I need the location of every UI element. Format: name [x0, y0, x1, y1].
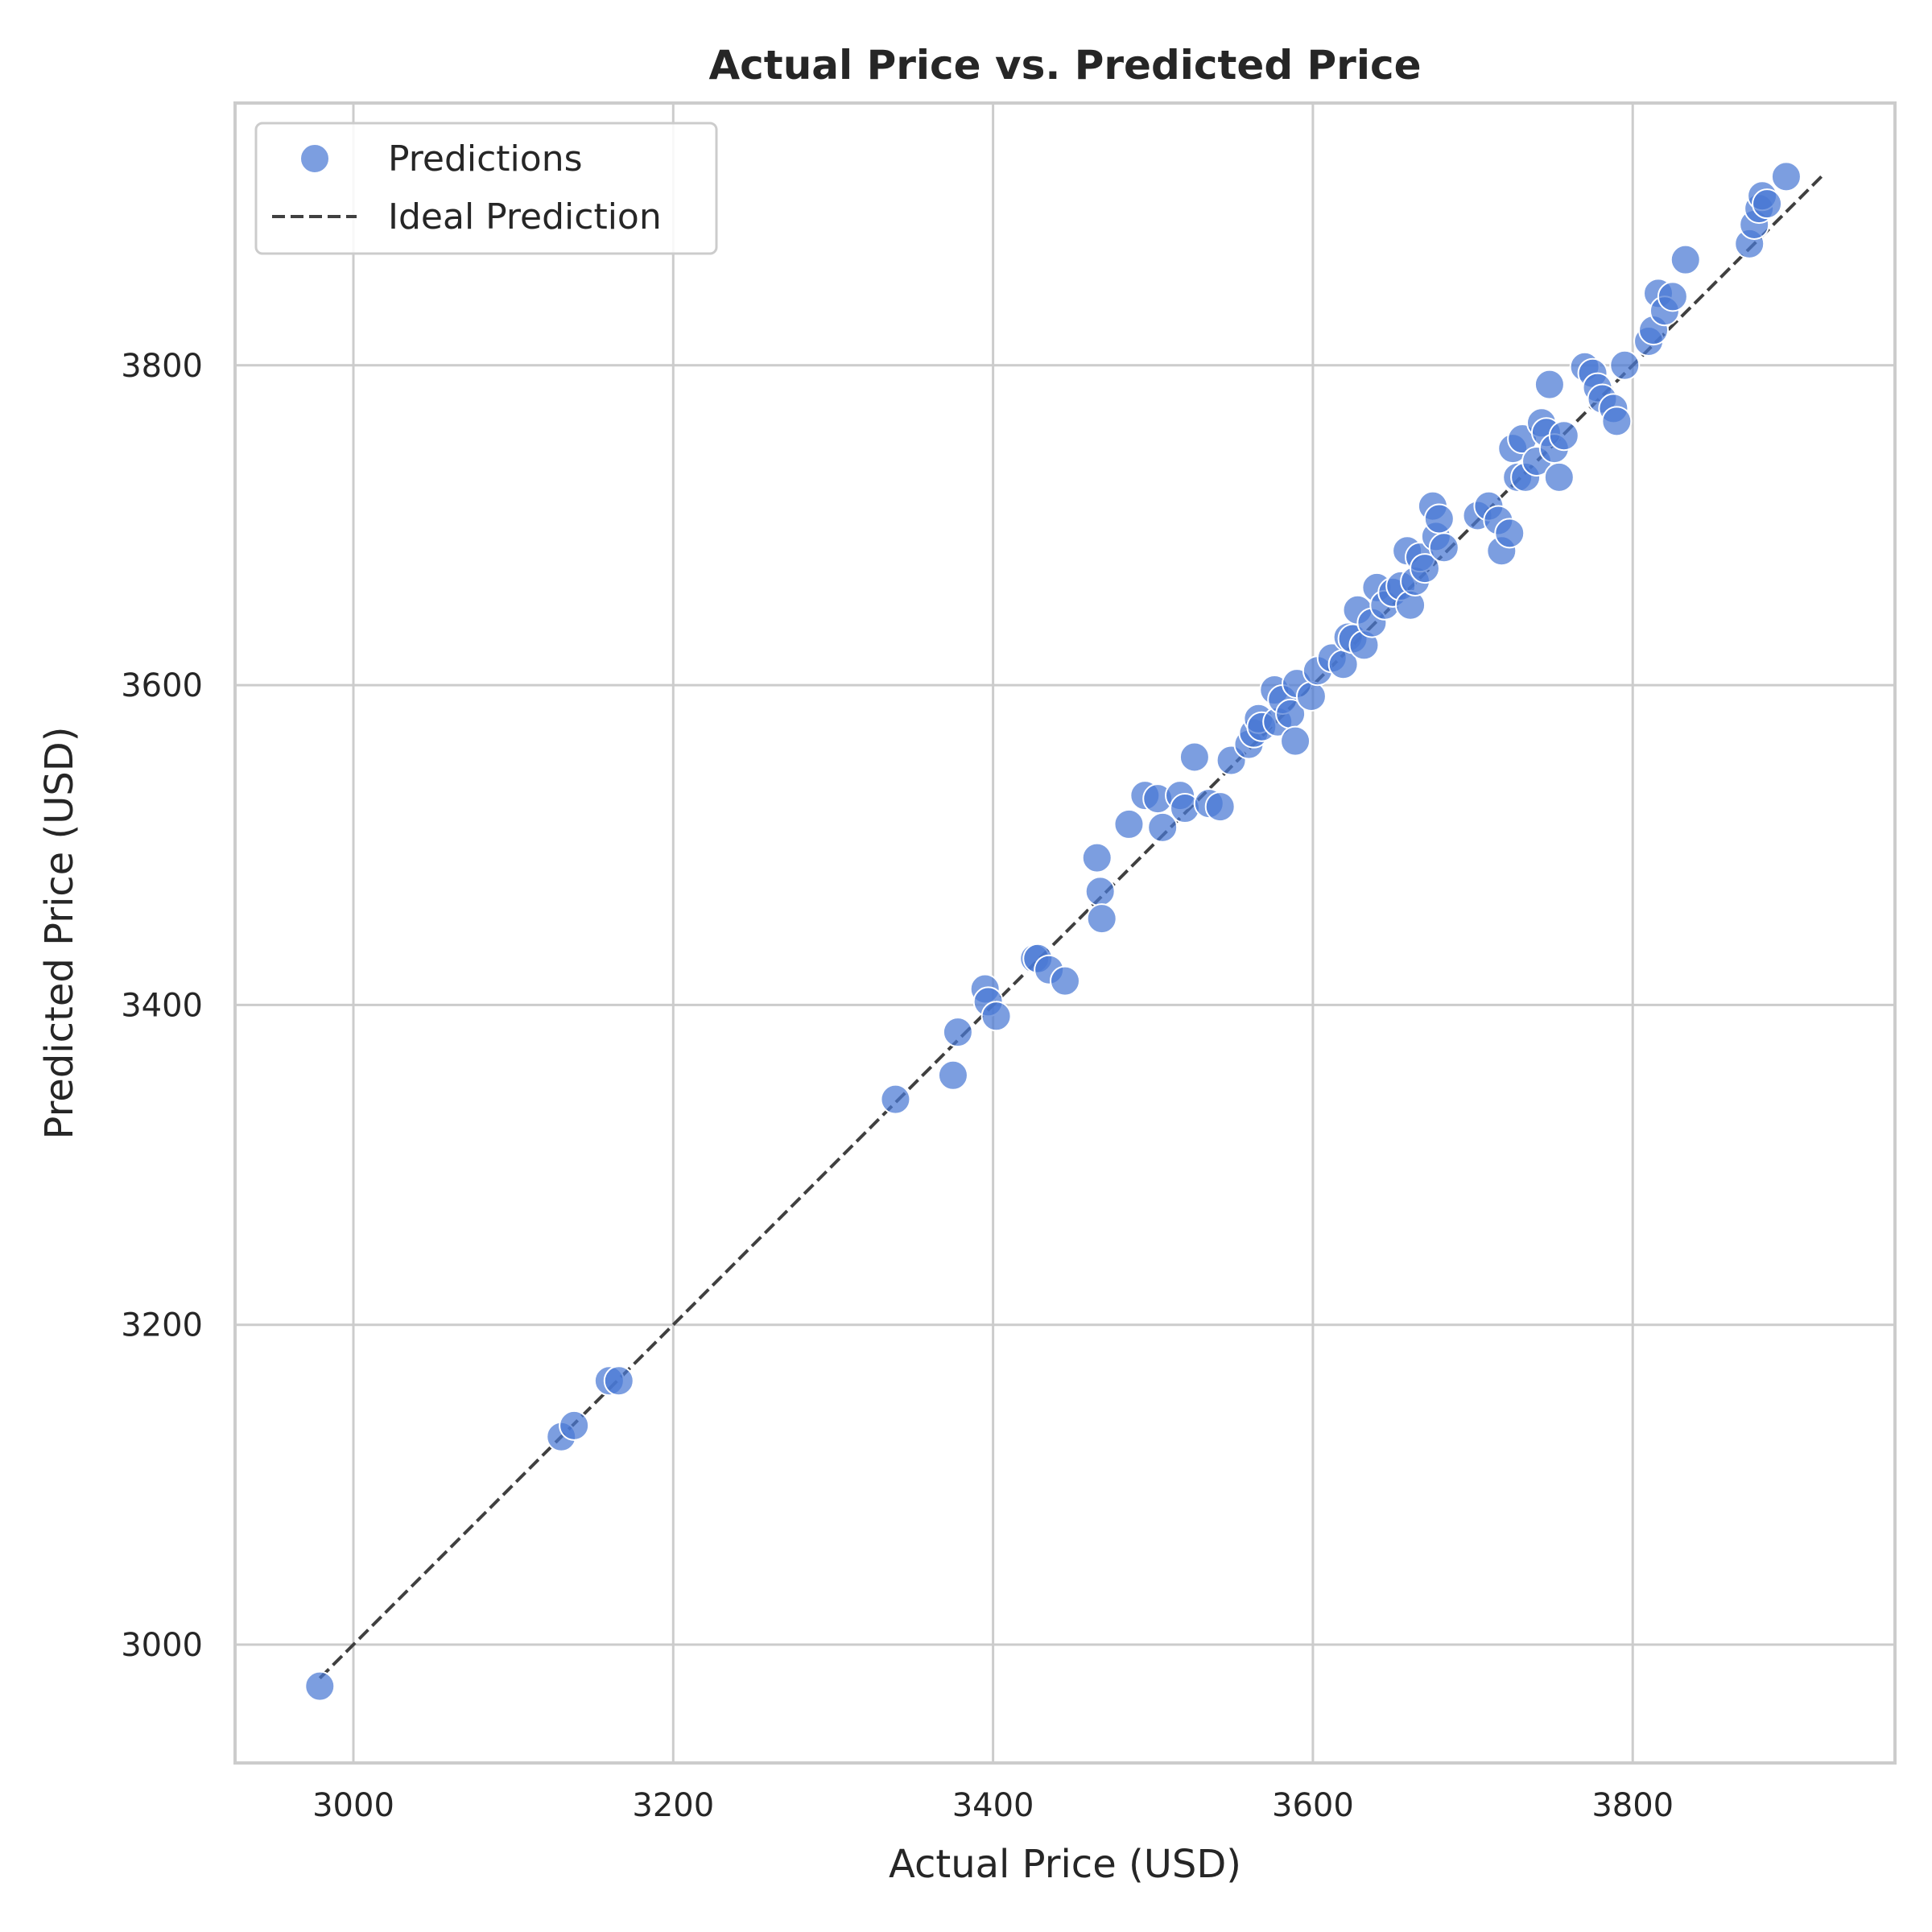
data-point: [559, 1410, 590, 1441]
data-point: [1050, 965, 1080, 997]
data-point: [1204, 791, 1236, 823]
x-tick-label: 3200: [632, 1787, 714, 1824]
data-point: [1179, 741, 1210, 773]
y-tick-label: 3400: [121, 987, 203, 1024]
data-point: [1548, 420, 1579, 452]
data-point: [1280, 725, 1311, 757]
legend: Predictions Ideal Prediction: [254, 122, 718, 255]
data-point: [1086, 903, 1117, 935]
y-tick-label: 3800: [121, 348, 203, 385]
data-point: [1113, 808, 1145, 840]
data-point: [1534, 369, 1565, 400]
data-point: [304, 1670, 336, 1702]
data-point: [1670, 244, 1701, 275]
chart-title: Actual Price vs. Predicted Price: [708, 42, 1421, 89]
x-axis-label: Actual Price (USD): [889, 1842, 1241, 1887]
legend-label-predictions: Predictions: [388, 138, 583, 180]
data-point: [1147, 811, 1179, 843]
data-point: [1295, 680, 1327, 712]
data-point: [1770, 161, 1802, 192]
data-point: [942, 1017, 973, 1048]
data-point: [1081, 842, 1113, 873]
data-point: [1609, 349, 1641, 381]
data-point: [1423, 503, 1455, 535]
x-tick-label: 3800: [1591, 1787, 1674, 1824]
legend-label-ideal: Ideal Prediction: [388, 196, 662, 237]
x-tick-label: 3600: [1272, 1787, 1354, 1824]
y-tick-label: 3600: [121, 667, 203, 704]
data-point: [1601, 406, 1633, 437]
legend-marker-predictions: [299, 143, 330, 174]
x-tick-label: 3000: [312, 1787, 394, 1824]
legend-box: [254, 122, 718, 255]
data-point: [1494, 518, 1525, 549]
y-tick-label: 3200: [121, 1307, 203, 1344]
data-point: [937, 1059, 968, 1091]
plot-frame: [233, 101, 1897, 1765]
x-tick-label: 3400: [952, 1787, 1034, 1824]
data-point: [880, 1084, 911, 1115]
y-axis-label: Predicted Price (USD): [37, 727, 82, 1140]
y-tick-label: 3000: [121, 1627, 203, 1664]
data-point: [1084, 876, 1116, 907]
prediction-points: [304, 161, 1802, 1702]
data-point: [1657, 281, 1688, 312]
data-point: [1543, 461, 1575, 493]
data-point: [980, 1001, 1012, 1032]
data-point: [1428, 532, 1459, 564]
tick-labels: 3000 3200 3400 3600 3800 3000 3200 3400 3600 3800: [121, 348, 1674, 1824]
data-point: [603, 1365, 634, 1397]
data-point: [1752, 188, 1783, 220]
data-point: [1409, 553, 1440, 584]
